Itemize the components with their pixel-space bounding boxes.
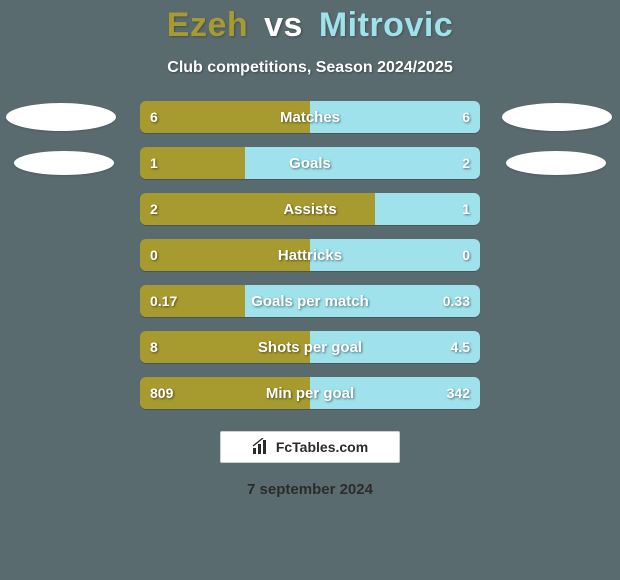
stat-fill-right	[245, 147, 480, 179]
stat-fill-right	[310, 331, 480, 363]
stat-fill-left	[140, 147, 245, 179]
comparison-infographic: Ezeh vs Mitrovic Club competitions, Seas…	[0, 0, 620, 580]
stat-rows: 66Matches 12Goals 21Assists 00Hattricks 0.17…	[140, 101, 480, 409]
player1-name: Ezeh	[167, 6, 248, 44]
player2-badge-placeholder-1	[502, 103, 612, 131]
bar-chart-icon	[252, 438, 270, 456]
stat-fill-left	[140, 239, 310, 271]
stat-row: 66Matches	[140, 101, 480, 133]
stat-row: 809342Min per goal	[140, 377, 480, 409]
stat-fill-right	[245, 285, 480, 317]
vs-separator: vs	[258, 6, 309, 44]
branding-text: FcTables.com	[276, 439, 368, 455]
stat-fill-right	[375, 193, 480, 225]
stat-fill-left	[140, 377, 310, 409]
stat-fill-left	[140, 193, 375, 225]
stat-fill-left	[140, 285, 245, 317]
stat-row: 84.5Shots per goal	[140, 331, 480, 363]
player1-badge-placeholder-2	[14, 151, 114, 175]
chart-area: 66Matches 12Goals 21Assists 00Hattricks 0.17…	[0, 101, 620, 409]
stat-fill-right	[310, 101, 480, 133]
subtitle: Club competitions, Season 2024/2025	[0, 59, 620, 77]
stat-fill-left	[140, 331, 310, 363]
page-title: Ezeh vs Mitrovic	[0, 6, 620, 45]
footer-date: 7 september 2024	[0, 481, 620, 498]
player2-badge-placeholder-2	[506, 151, 606, 175]
stat-row: 0.170.33Goals per match	[140, 285, 480, 317]
stat-row: 21Assists	[140, 193, 480, 225]
stat-fill-right	[310, 377, 480, 409]
stat-row: 00Hattricks	[140, 239, 480, 271]
branding-badge: FcTables.com	[220, 431, 400, 463]
player1-badge-placeholder-1	[6, 103, 116, 131]
stat-row: 12Goals	[140, 147, 480, 179]
stat-fill-right	[310, 239, 480, 271]
player2-name: Mitrovic	[319, 6, 453, 44]
stat-fill-left	[140, 101, 310, 133]
